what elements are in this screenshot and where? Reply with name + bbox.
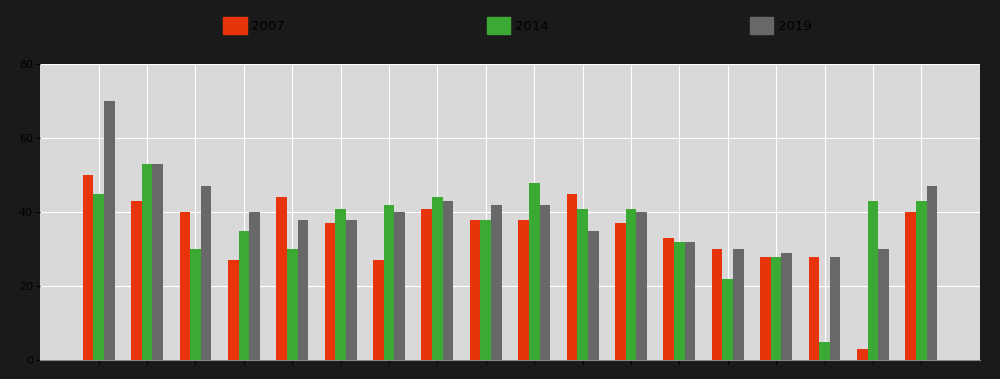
Bar xyxy=(529,183,540,360)
Text: 2014: 2014 xyxy=(515,20,548,33)
Bar xyxy=(384,205,394,360)
Bar xyxy=(771,257,781,360)
Bar xyxy=(190,249,201,360)
Bar xyxy=(857,349,868,360)
Bar xyxy=(335,208,346,360)
Bar xyxy=(201,186,211,360)
Text: 2007: 2007 xyxy=(252,20,285,33)
Bar xyxy=(540,205,550,360)
Bar xyxy=(685,242,695,360)
Bar xyxy=(152,164,163,360)
Bar xyxy=(809,257,819,360)
Bar xyxy=(615,223,626,360)
Bar xyxy=(626,208,636,360)
Bar xyxy=(722,279,733,360)
Bar xyxy=(325,223,335,360)
Bar xyxy=(916,201,927,360)
Bar xyxy=(577,208,588,360)
Bar xyxy=(142,164,152,360)
Bar xyxy=(868,201,878,360)
Bar xyxy=(830,257,840,360)
Bar xyxy=(760,257,771,360)
Bar xyxy=(373,260,384,360)
Bar xyxy=(878,249,889,360)
Bar xyxy=(180,212,190,360)
Bar xyxy=(287,249,298,360)
Bar xyxy=(249,212,260,360)
Bar xyxy=(712,249,722,360)
Bar xyxy=(298,219,308,360)
Bar xyxy=(750,17,773,34)
Bar xyxy=(432,197,443,360)
Bar xyxy=(927,186,937,360)
Bar xyxy=(93,194,104,360)
Bar xyxy=(421,208,432,360)
Bar xyxy=(518,219,529,360)
Bar xyxy=(394,212,405,360)
Bar xyxy=(636,212,647,360)
Bar xyxy=(663,238,674,360)
Bar xyxy=(239,231,249,360)
Bar xyxy=(486,17,510,34)
Bar xyxy=(443,201,453,360)
Bar xyxy=(223,17,247,34)
Bar xyxy=(480,219,491,360)
Bar xyxy=(733,249,744,360)
Bar xyxy=(83,175,93,360)
Bar xyxy=(905,212,916,360)
Bar xyxy=(131,201,142,360)
Text: 2019: 2019 xyxy=(778,20,812,33)
Bar xyxy=(346,219,357,360)
Bar xyxy=(567,194,577,360)
Bar xyxy=(228,260,239,360)
Bar xyxy=(104,101,115,360)
Bar xyxy=(276,197,287,360)
Bar xyxy=(491,205,502,360)
Bar xyxy=(588,231,599,360)
Bar xyxy=(819,341,830,360)
Bar xyxy=(470,219,480,360)
Bar xyxy=(674,242,685,360)
Bar xyxy=(781,253,792,360)
